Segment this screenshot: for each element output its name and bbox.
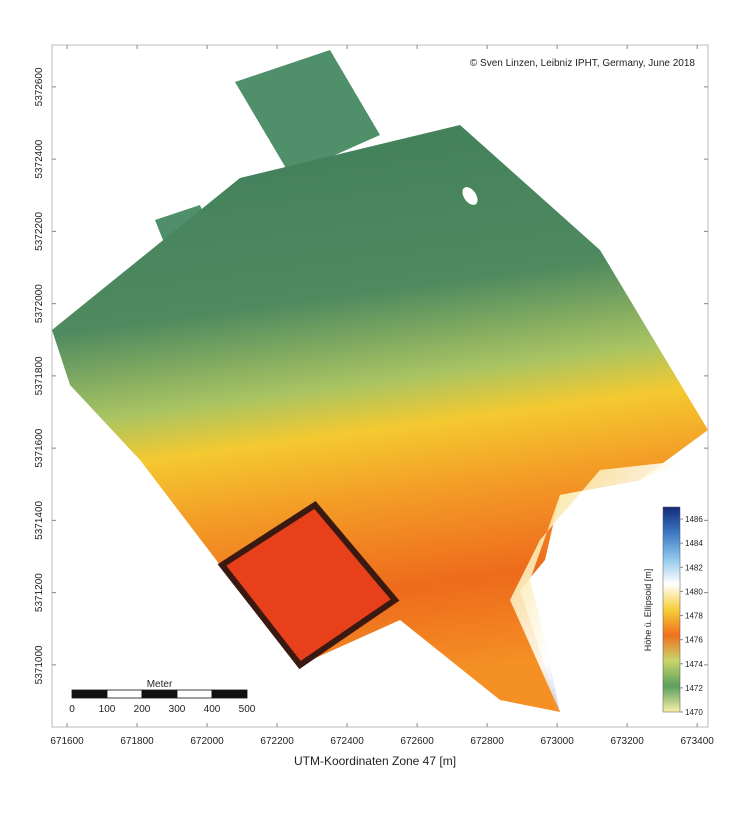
x-tick-label: 672800 bbox=[470, 736, 504, 747]
x-tick-label: 671800 bbox=[120, 736, 154, 747]
y-tick-label: 5372200 bbox=[34, 211, 45, 250]
scale-bar-label: 500 bbox=[239, 704, 256, 715]
colorbar-tick-label: 1484 bbox=[685, 539, 703, 548]
credit: © Sven Linzen, Leibniz IPHT, Germany, Ju… bbox=[470, 58, 696, 69]
y-tick-label: 5372000 bbox=[34, 284, 45, 323]
map-frame bbox=[51, 44, 709, 728]
y-tick-label: 5371200 bbox=[34, 573, 45, 612]
scale-bar-label: 400 bbox=[204, 704, 221, 715]
y-tick-label: 5371000 bbox=[34, 645, 45, 684]
x-tick-label: 672600 bbox=[400, 736, 434, 747]
y-tick-label: 5371600 bbox=[34, 428, 45, 467]
colorbar bbox=[662, 506, 681, 713]
colorbar-tick-label: 1476 bbox=[685, 636, 703, 645]
x-axis-label: UTM-Koordinaten Zone 47 [m] bbox=[294, 754, 456, 768]
scale-bar-title: Meter bbox=[147, 679, 173, 690]
scale-bar-segment bbox=[106, 689, 143, 699]
colorbar-tick-label: 1472 bbox=[685, 684, 703, 693]
scale-bar-segment bbox=[176, 689, 213, 699]
y-tick-label: 5371800 bbox=[34, 356, 45, 395]
scale-bar-segment bbox=[211, 689, 248, 699]
x-tick-label: 672200 bbox=[260, 736, 294, 747]
x-tick-label: 671600 bbox=[50, 736, 84, 747]
terrain bbox=[52, 50, 708, 712]
scale-bar-label: 200 bbox=[134, 704, 151, 715]
scale-bar-segment bbox=[71, 689, 108, 699]
x-tick-label: 673000 bbox=[540, 736, 574, 747]
colorbar-tick-label: 1470 bbox=[685, 708, 703, 717]
colorbar-tick-label: 1486 bbox=[685, 515, 703, 524]
scale-bar-label: 0 bbox=[69, 704, 75, 715]
y-tick-label: 5372400 bbox=[34, 139, 45, 178]
scale-bar-segment bbox=[141, 689, 178, 699]
x-tick-label: 672400 bbox=[330, 736, 364, 747]
y-tick-label: 5371400 bbox=[34, 500, 45, 539]
x-tick-label: 673200 bbox=[610, 736, 644, 747]
scale-bar-label: 300 bbox=[169, 704, 186, 715]
x-tick-label: 673400 bbox=[680, 736, 714, 747]
x-tick-label: 672000 bbox=[190, 736, 224, 747]
colorbar-tick-label: 1474 bbox=[685, 660, 703, 669]
scale-bar-label: 100 bbox=[99, 704, 116, 715]
colorbar-tick-label: 1482 bbox=[685, 563, 703, 572]
y-tick-label: 5372600 bbox=[34, 67, 45, 106]
colorbar-tick-label: 1478 bbox=[685, 612, 703, 621]
colorbar-label: Höhe ü. Ellipsoid [m] bbox=[643, 569, 653, 652]
colorbar-tick-label: 1480 bbox=[685, 587, 703, 596]
